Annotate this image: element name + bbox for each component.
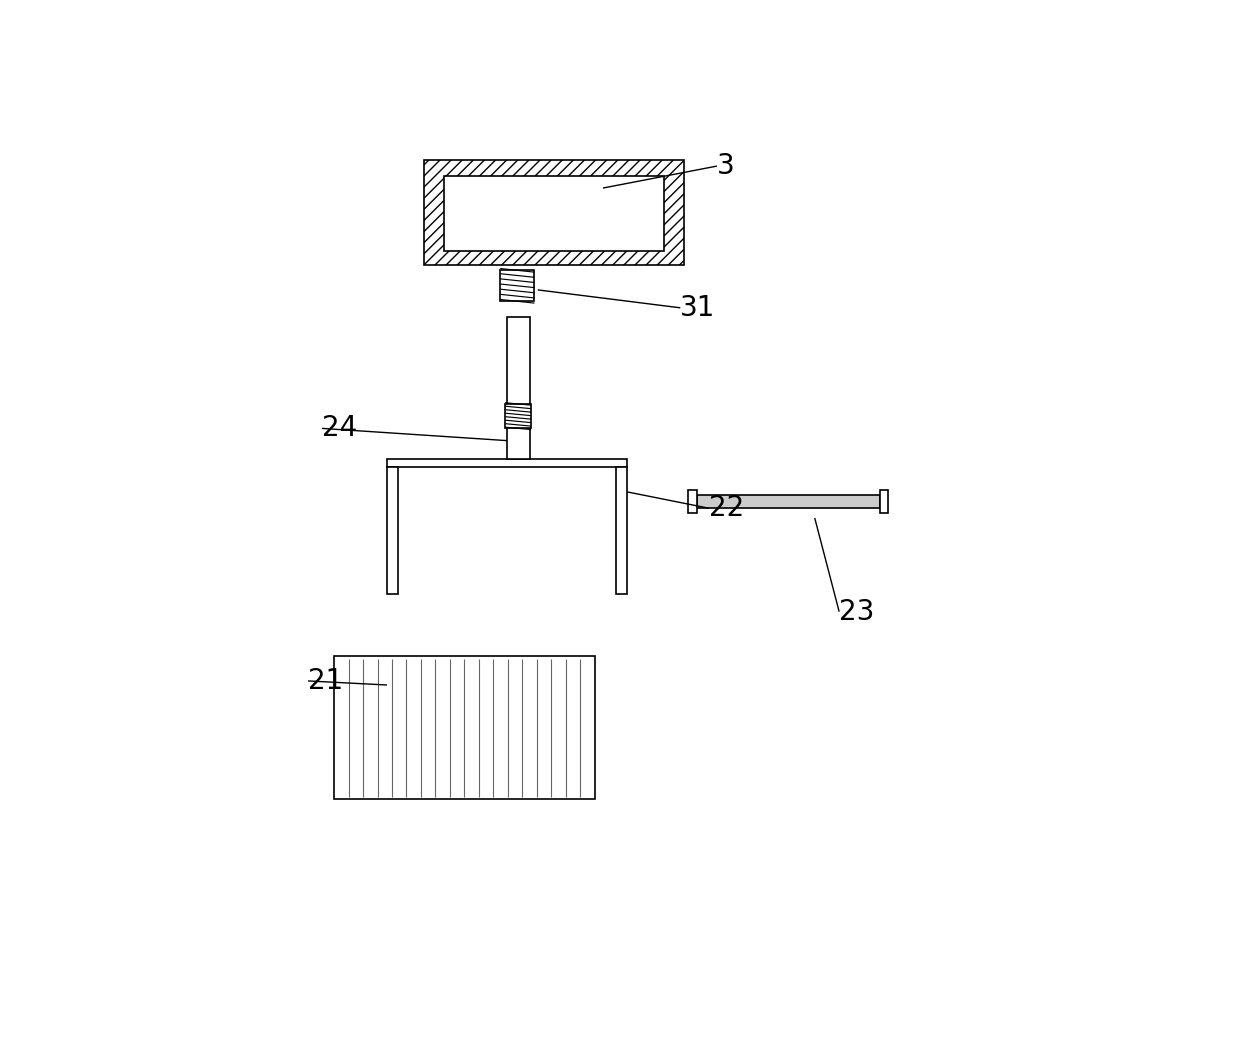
Bar	[387, 468, 398, 594]
Bar	[880, 490, 888, 513]
Bar	[505, 404, 531, 428]
Text: 23: 23	[839, 598, 874, 625]
Bar	[334, 656, 595, 799]
Bar	[507, 316, 529, 459]
Bar	[444, 176, 663, 251]
Bar	[616, 468, 627, 594]
Text: 3: 3	[717, 152, 735, 180]
Bar	[697, 495, 880, 508]
Bar	[500, 271, 534, 302]
Bar	[424, 160, 684, 266]
Bar	[387, 459, 627, 468]
Text: 24: 24	[322, 415, 357, 442]
Bar	[688, 490, 697, 513]
Text: 21: 21	[308, 667, 343, 695]
Text: 22: 22	[709, 494, 744, 523]
Text: 31: 31	[681, 294, 715, 322]
